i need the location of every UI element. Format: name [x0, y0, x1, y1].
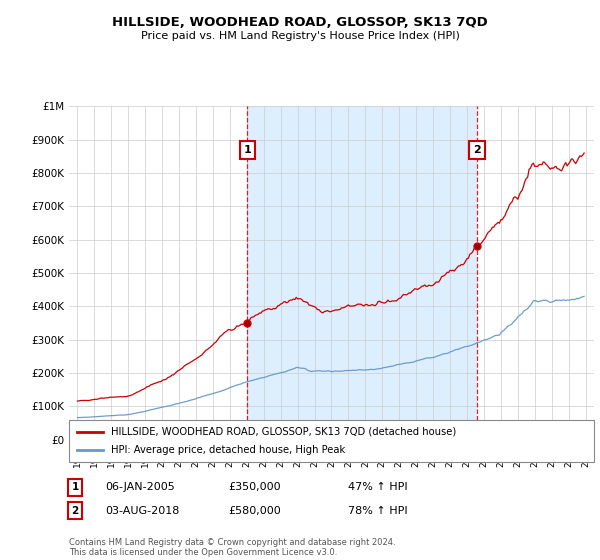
Text: 1: 1	[244, 144, 251, 155]
Text: Contains HM Land Registry data © Crown copyright and database right 2024.
This d: Contains HM Land Registry data © Crown c…	[69, 538, 395, 557]
Text: HPI: Average price, detached house, High Peak: HPI: Average price, detached house, High…	[111, 445, 345, 455]
Text: 2: 2	[71, 506, 79, 516]
Text: 06-JAN-2005: 06-JAN-2005	[105, 482, 175, 492]
FancyBboxPatch shape	[69, 420, 594, 462]
Text: £350,000: £350,000	[228, 482, 281, 492]
Text: 1: 1	[71, 482, 79, 492]
Text: Price paid vs. HM Land Registry's House Price Index (HPI): Price paid vs. HM Land Registry's House …	[140, 31, 460, 41]
Bar	[247, 106, 477, 440]
Text: HILLSIDE, WOODHEAD ROAD, GLOSSOP, SK13 7QD (detached house): HILLSIDE, WOODHEAD ROAD, GLOSSOP, SK13 7…	[111, 427, 456, 437]
Text: 47% ↑ HPI: 47% ↑ HPI	[348, 482, 407, 492]
Text: 03-AUG-2018: 03-AUG-2018	[105, 506, 179, 516]
Text: 78% ↑ HPI: 78% ↑ HPI	[348, 506, 407, 516]
Text: 2: 2	[473, 144, 481, 155]
Text: £580,000: £580,000	[228, 506, 281, 516]
Text: HILLSIDE, WOODHEAD ROAD, GLOSSOP, SK13 7QD: HILLSIDE, WOODHEAD ROAD, GLOSSOP, SK13 7…	[112, 16, 488, 29]
